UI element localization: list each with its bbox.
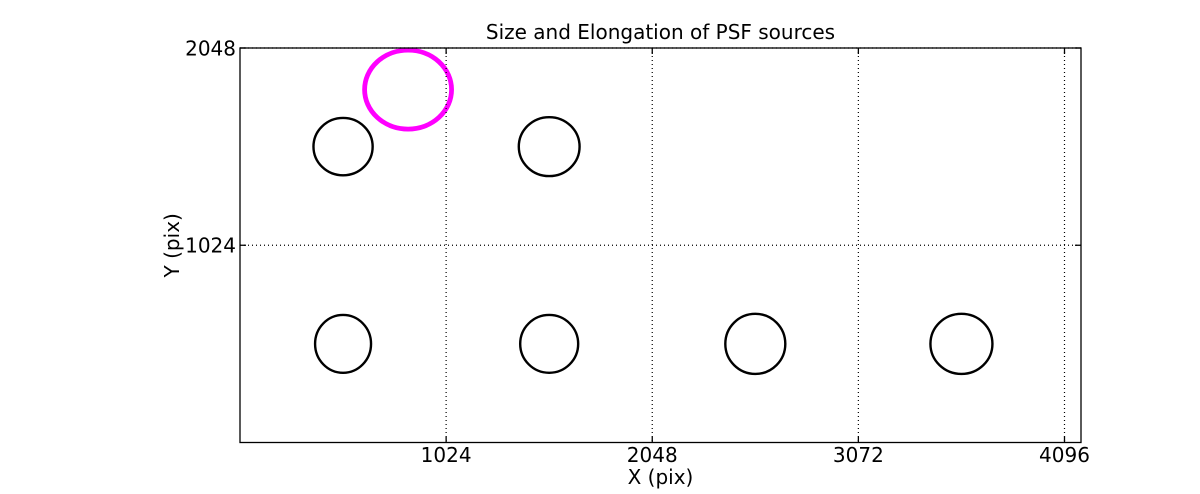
x-tick-label-1024: 1024	[421, 443, 472, 467]
psf-source-ellipse	[313, 313, 373, 374]
psf-source-ellipse	[929, 312, 994, 376]
psf-source-ellipse-highlighted	[362, 47, 454, 132]
psf-source-ellipse	[724, 312, 787, 376]
y-axis-label: Y (pix)	[160, 213, 184, 278]
axes-layer	[239, 47, 1082, 444]
tick-labels-layer: 1024 2048 3072 4096 1024 2048	[185, 36, 1090, 467]
psf-sources-layer	[312, 47, 994, 376]
y-tick-label-2048: 2048	[185, 36, 236, 60]
psf-source-ellipse	[517, 115, 581, 178]
x-tick-label-3072: 3072	[833, 443, 884, 467]
psf-source-ellipse	[312, 116, 374, 177]
y-tick-label-1024: 1024	[185, 234, 236, 258]
x-axis-label: X (pix)	[628, 465, 694, 489]
gridlines-layer	[240, 47, 1081, 443]
x-tick-label-4096: 4096	[1039, 443, 1090, 467]
psf-source-ellipse	[518, 313, 580, 374]
chart-title: Size and Elongation of PSF sources	[486, 20, 835, 44]
x-tick-label-2048: 2048	[627, 443, 678, 467]
